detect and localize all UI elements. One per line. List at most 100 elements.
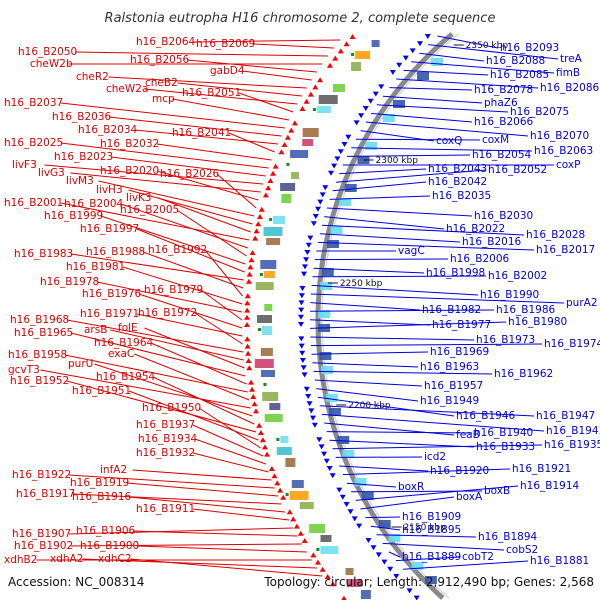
reverse-gene-arrow bbox=[343, 502, 350, 507]
gene-label-livh3: livH3 bbox=[96, 184, 123, 196]
reverse-gene-arrow bbox=[375, 552, 382, 558]
reverse-gene-block bbox=[424, 576, 437, 584]
reverse-gene-arrow bbox=[326, 466, 333, 471]
gene-leader-line bbox=[403, 69, 489, 76]
gene-leader-line bbox=[142, 251, 244, 289]
gene-leader-line bbox=[228, 132, 275, 153]
forward-gene-arrow bbox=[337, 48, 344, 54]
reverse-gene-arrow bbox=[298, 293, 305, 299]
gene-label-phaz6: phaZ6 bbox=[484, 97, 518, 109]
forward-gene-arrow bbox=[265, 185, 272, 191]
gene-label-h16-b1951: h16_B1951 bbox=[72, 385, 131, 397]
kbp-marker-label: 2200 kbp bbox=[348, 401, 391, 411]
gene-label-arsb: arsB bbox=[84, 324, 107, 336]
reverse-gene-block bbox=[318, 310, 331, 318]
reverse-gene-arrow bbox=[302, 264, 308, 270]
forward-gene-arrow bbox=[315, 559, 321, 565]
reverse-gene-block bbox=[354, 478, 367, 486]
gene-label-h16-b2088: h16_B2088 bbox=[486, 55, 545, 67]
gene-label-puru: purU bbox=[68, 358, 93, 370]
gene-leader-line bbox=[150, 342, 247, 385]
gene-leader-line bbox=[339, 465, 429, 472]
gene-label-h16-b1894: h16_B1894 bbox=[478, 531, 538, 543]
gene-leader-line bbox=[314, 379, 423, 387]
gene-leader-line bbox=[44, 164, 264, 185]
forward-gene-arrow bbox=[284, 134, 291, 140]
gene-label-h16-b2069: h16_B2069 bbox=[196, 38, 255, 50]
reverse-gene-arrow bbox=[328, 170, 334, 176]
reverse-gene-arrow bbox=[301, 372, 308, 378]
gene-label-h16-b1974: h16_B1974 bbox=[544, 338, 600, 350]
gene-leader-line bbox=[66, 319, 244, 353]
forward-gene-arrow bbox=[246, 365, 253, 371]
gene-label-h16-b2041: h16_B2041 bbox=[172, 127, 231, 139]
gene-leader-line bbox=[376, 104, 509, 113]
gene-leader-line bbox=[317, 396, 455, 417]
gene-label-h16-b1983: h16_B1983 bbox=[14, 248, 73, 260]
reverse-gene-arrow bbox=[311, 422, 318, 428]
forward-gene-arrow bbox=[312, 84, 319, 90]
gene-leader-line bbox=[74, 51, 329, 57]
reverse-gene-arrow bbox=[306, 401, 313, 407]
gene-leader-line bbox=[310, 309, 495, 312]
gene-leader-line bbox=[324, 216, 445, 230]
reverse-gene-arrow bbox=[315, 206, 321, 212]
reverse-gene-arrow bbox=[304, 250, 311, 255]
gene-block bbox=[264, 414, 283, 422]
gene-leader-line bbox=[329, 439, 475, 448]
gene-block bbox=[285, 458, 296, 467]
reverse-gene-arrow bbox=[402, 55, 409, 61]
forward-gene-arrow bbox=[291, 120, 298, 126]
reverse-gene-arrow bbox=[365, 538, 372, 543]
reverse-gene-arrow bbox=[358, 113, 365, 119]
gene-block bbox=[291, 172, 300, 179]
accession-text: Accession: NC_008314 bbox=[8, 575, 144, 589]
gene-label-h16-b1963: h16_B1963 bbox=[420, 361, 479, 373]
reverse-gene-block bbox=[357, 156, 370, 164]
forward-gene-arrow bbox=[249, 250, 256, 255]
forward-gene-arrow bbox=[246, 271, 253, 277]
gene-label-cheb2: cheB2 bbox=[145, 77, 178, 89]
gene-tick bbox=[259, 273, 263, 276]
gene-label-h16-b2037: h16_B2037 bbox=[4, 97, 63, 109]
gene-leader-line bbox=[192, 508, 290, 521]
forward-gene-arrow bbox=[247, 264, 254, 270]
gene-label-h16-b2063: h16_B2063 bbox=[534, 145, 593, 157]
reverse-gene-block bbox=[393, 100, 405, 108]
gene-leader-line bbox=[194, 438, 266, 465]
gene-leader-line bbox=[309, 319, 431, 326]
gene-label-coxm: coxM bbox=[482, 134, 509, 146]
gene-label-h16-b1933: h16_B1933 bbox=[476, 441, 535, 453]
gene-leader-line bbox=[138, 293, 243, 329]
gene-label-h16-b1992: h16_B1992 bbox=[148, 244, 207, 256]
gene-label-h16-b2001: h16_B2001 bbox=[4, 197, 63, 209]
gene-label-h16-b2004: h16_B2004 bbox=[64, 198, 124, 210]
gene-leader-line bbox=[329, 195, 431, 200]
forward-gene-arrow bbox=[327, 62, 333, 68]
gene-label-h16-b1935: h16_B1935 bbox=[544, 439, 600, 451]
gene-block bbox=[302, 139, 314, 146]
gene-label-h16-b2036: h16_B2036 bbox=[52, 111, 112, 123]
gene-leader-line bbox=[176, 209, 247, 257]
reverse-gene-block bbox=[382, 114, 395, 122]
reverse-gene-arrow bbox=[299, 286, 306, 291]
forward-gene-arrow bbox=[253, 408, 259, 414]
reverse-gene-block bbox=[321, 366, 333, 374]
reverse-gene-arrow bbox=[409, 48, 416, 54]
kbp-marker-label: 2250 kbp bbox=[340, 279, 383, 289]
gene-block bbox=[257, 315, 272, 323]
gene-leader-line bbox=[317, 241, 535, 251]
reverse-gene-arrow bbox=[356, 523, 363, 529]
gene-label-h16-b1969: h16_B1969 bbox=[430, 346, 489, 358]
reverse-gene-arrow bbox=[307, 235, 314, 241]
gene-label-h16-b1968: h16_B1968 bbox=[10, 314, 69, 326]
forward-gene-arrow bbox=[244, 314, 250, 320]
gene-leader-line bbox=[382, 542, 505, 551]
gene-leader-line bbox=[316, 388, 419, 402]
gene-leader-line bbox=[94, 363, 253, 417]
reverse-gene-arrow bbox=[378, 84, 385, 90]
forward-gene-arrow bbox=[262, 444, 268, 450]
gene-label-h16-b1998: h16_B1998 bbox=[426, 267, 485, 279]
gene-leader-line bbox=[96, 281, 243, 313]
gene-label-h16-b1932: h16_B1932 bbox=[136, 447, 195, 459]
